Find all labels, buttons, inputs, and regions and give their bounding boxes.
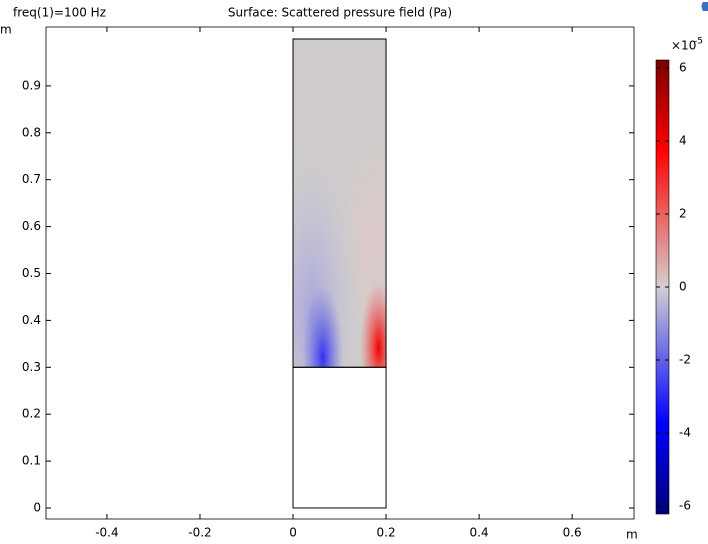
x-tick-label: 0.6 xyxy=(563,526,582,540)
y-unit: m xyxy=(0,23,12,37)
chart-title: Surface: Scattered pressure field (Pa) xyxy=(228,6,452,20)
x-tick-label: 0 xyxy=(289,526,297,540)
colorbar-tick-label: -4 xyxy=(679,425,691,439)
colorbar-multiplier: ×10 xyxy=(671,39,696,53)
colorbar-tick-label: 0 xyxy=(679,280,687,294)
y-tick-label: 0.5 xyxy=(22,266,41,280)
colorbar-tick-label: 2 xyxy=(679,207,687,221)
colorbar-exponent: -5 xyxy=(694,37,703,47)
colorbar-tick-label: -2 xyxy=(679,352,691,366)
y-tick-label: 0.4 xyxy=(22,313,41,327)
x-tick-label: 0.2 xyxy=(377,526,396,540)
domain-boundary xyxy=(292,366,387,509)
y-tick-label: 0.3 xyxy=(22,360,41,374)
y-tick-label: 0.7 xyxy=(22,172,41,186)
colorbar-tick-label: 4 xyxy=(679,134,687,148)
y-tick-label: 0.9 xyxy=(22,78,41,92)
y-tick-label: 0.1 xyxy=(22,454,41,468)
x-tick-label: -0.4 xyxy=(95,526,118,540)
field-shading xyxy=(293,39,387,368)
subtitle: freq(1)=100 Hz xyxy=(13,6,106,20)
y-tick-label: 0.2 xyxy=(22,407,41,421)
x-tick-label: 0.4 xyxy=(470,526,489,540)
y-tick-label: 0.8 xyxy=(22,125,41,139)
y-tick-label: 0.6 xyxy=(22,219,41,233)
colorbar-tick-label: 6 xyxy=(679,61,687,75)
y-tick-label: 0 xyxy=(33,500,41,514)
x-unit: m xyxy=(626,528,638,542)
colorbar-tick-label: -6 xyxy=(679,498,691,512)
corner-icon xyxy=(701,2,708,11)
x-tick-label: -0.2 xyxy=(188,526,211,540)
colorbar: ×10 -5 -6 -4 -2 0 2 4 6 xyxy=(655,37,703,515)
